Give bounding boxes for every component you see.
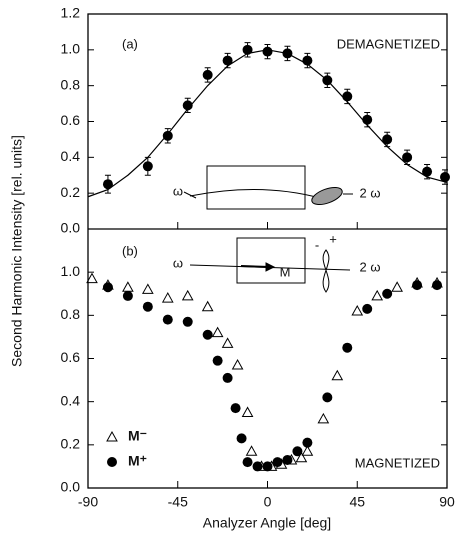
y-tick-label: 0.0 bbox=[61, 479, 81, 495]
circle-marker bbox=[212, 355, 223, 366]
circle-marker bbox=[292, 446, 303, 457]
inset-b bbox=[189, 237, 351, 293]
circle-marker bbox=[242, 457, 253, 468]
triangle-marker bbox=[161, 292, 174, 303]
triangle-marker bbox=[317, 412, 330, 424]
x-tick-label: 0 bbox=[264, 494, 272, 510]
y-tick-label: 1.0 bbox=[61, 41, 81, 57]
annotation: M bbox=[280, 264, 291, 279]
triangle-marker bbox=[181, 289, 194, 301]
triangle-marker bbox=[241, 406, 254, 417]
circle-marker bbox=[282, 454, 293, 465]
circle-marker bbox=[252, 461, 263, 472]
triangle-marker bbox=[221, 337, 234, 348]
legend-marker bbox=[106, 430, 118, 442]
y-tick-label: 0.4 bbox=[61, 392, 81, 408]
circle-marker bbox=[382, 134, 393, 145]
annotation: 2 ω bbox=[360, 259, 381, 274]
triangle-marker bbox=[351, 304, 364, 316]
circle-marker bbox=[236, 433, 247, 444]
circle-marker bbox=[102, 179, 113, 190]
triangle-marker bbox=[245, 445, 258, 456]
legend-label: M⁺ bbox=[128, 453, 147, 469]
triangle-marker bbox=[295, 451, 308, 463]
y-tick-label: 0.2 bbox=[61, 184, 81, 200]
x-tick-label: -90 bbox=[78, 494, 98, 510]
y-tick-label: 1.0 bbox=[61, 263, 81, 279]
circle-marker bbox=[302, 437, 313, 448]
circle-marker bbox=[342, 91, 353, 102]
circle-marker bbox=[282, 48, 293, 59]
circle-marker bbox=[272, 457, 283, 468]
circle-marker bbox=[202, 329, 213, 340]
circle-marker bbox=[182, 100, 193, 111]
circle-marker bbox=[202, 69, 213, 80]
circle-marker bbox=[242, 44, 253, 55]
circle-marker bbox=[362, 114, 373, 125]
circle-marker bbox=[412, 280, 423, 291]
annotation: MAGNETIZED bbox=[355, 455, 440, 470]
y-tick-label: 0.0 bbox=[61, 220, 81, 236]
y-tick-label: 0.8 bbox=[61, 306, 81, 322]
circle-marker bbox=[142, 161, 153, 172]
annotation: + bbox=[329, 231, 337, 246]
triangle-marker bbox=[122, 281, 134, 292]
legend-label: M⁻ bbox=[128, 428, 147, 444]
y-tick-label: 0.6 bbox=[61, 349, 81, 365]
circle-marker bbox=[342, 342, 353, 353]
circle-marker bbox=[362, 303, 373, 314]
circle-marker bbox=[162, 130, 173, 141]
annotation: ω bbox=[173, 183, 183, 198]
y-tick-label: 0.6 bbox=[61, 112, 81, 128]
legend-marker bbox=[107, 457, 117, 467]
y-tick-label: 1.2 bbox=[61, 5, 81, 21]
circle-marker bbox=[122, 290, 133, 301]
circle-marker bbox=[162, 314, 173, 325]
plot-frame bbox=[87, 13, 448, 489]
annotation: 2 ω bbox=[360, 185, 381, 200]
triangle-marker bbox=[371, 289, 384, 301]
triangle-marker bbox=[231, 358, 244, 370]
x-axis-title: Analyzer Angle [deg] bbox=[203, 515, 331, 531]
x-tick-label: 90 bbox=[439, 494, 455, 510]
circle-marker bbox=[322, 75, 333, 86]
annotation: - bbox=[315, 237, 319, 252]
circle-marker bbox=[262, 461, 273, 472]
y-tick-label: 0.2 bbox=[61, 436, 81, 452]
y-axis-title: Second Harmonic Intensity [rel. units] bbox=[9, 135, 25, 367]
triangle-marker bbox=[141, 283, 154, 294]
circle-marker bbox=[302, 55, 313, 66]
inset-a bbox=[183, 165, 353, 210]
circle-marker bbox=[322, 392, 333, 403]
circle-marker bbox=[230, 403, 241, 414]
annotation: ω bbox=[173, 255, 183, 270]
x-tick-label: 45 bbox=[349, 494, 365, 510]
circle-marker bbox=[432, 280, 443, 291]
circle-marker bbox=[262, 46, 273, 57]
circle-marker bbox=[382, 288, 393, 299]
circle-marker bbox=[222, 372, 233, 383]
annotation: (a) bbox=[122, 36, 138, 51]
circle-marker bbox=[182, 316, 193, 327]
circle-marker bbox=[142, 301, 153, 312]
annotation: (b) bbox=[122, 243, 138, 258]
fit-line bbox=[87, 49, 448, 198]
y-tick-label: 0.4 bbox=[61, 148, 81, 164]
circle-marker bbox=[402, 152, 413, 163]
circle-marker bbox=[422, 166, 433, 177]
triangle-marker bbox=[86, 272, 98, 284]
triangle-marker bbox=[391, 281, 403, 292]
circle-marker bbox=[102, 282, 113, 293]
x-tick-label: -45 bbox=[168, 494, 188, 510]
triangle-marker bbox=[331, 369, 344, 381]
triangle-marker bbox=[211, 326, 224, 338]
y-tick-label: 0.8 bbox=[61, 76, 81, 92]
triangle-marker bbox=[301, 445, 314, 456]
annotation: DEMAGNETIZED bbox=[337, 36, 440, 51]
triangle-marker bbox=[201, 300, 214, 312]
circle-marker bbox=[440, 172, 451, 183]
circle-marker bbox=[222, 55, 233, 66]
